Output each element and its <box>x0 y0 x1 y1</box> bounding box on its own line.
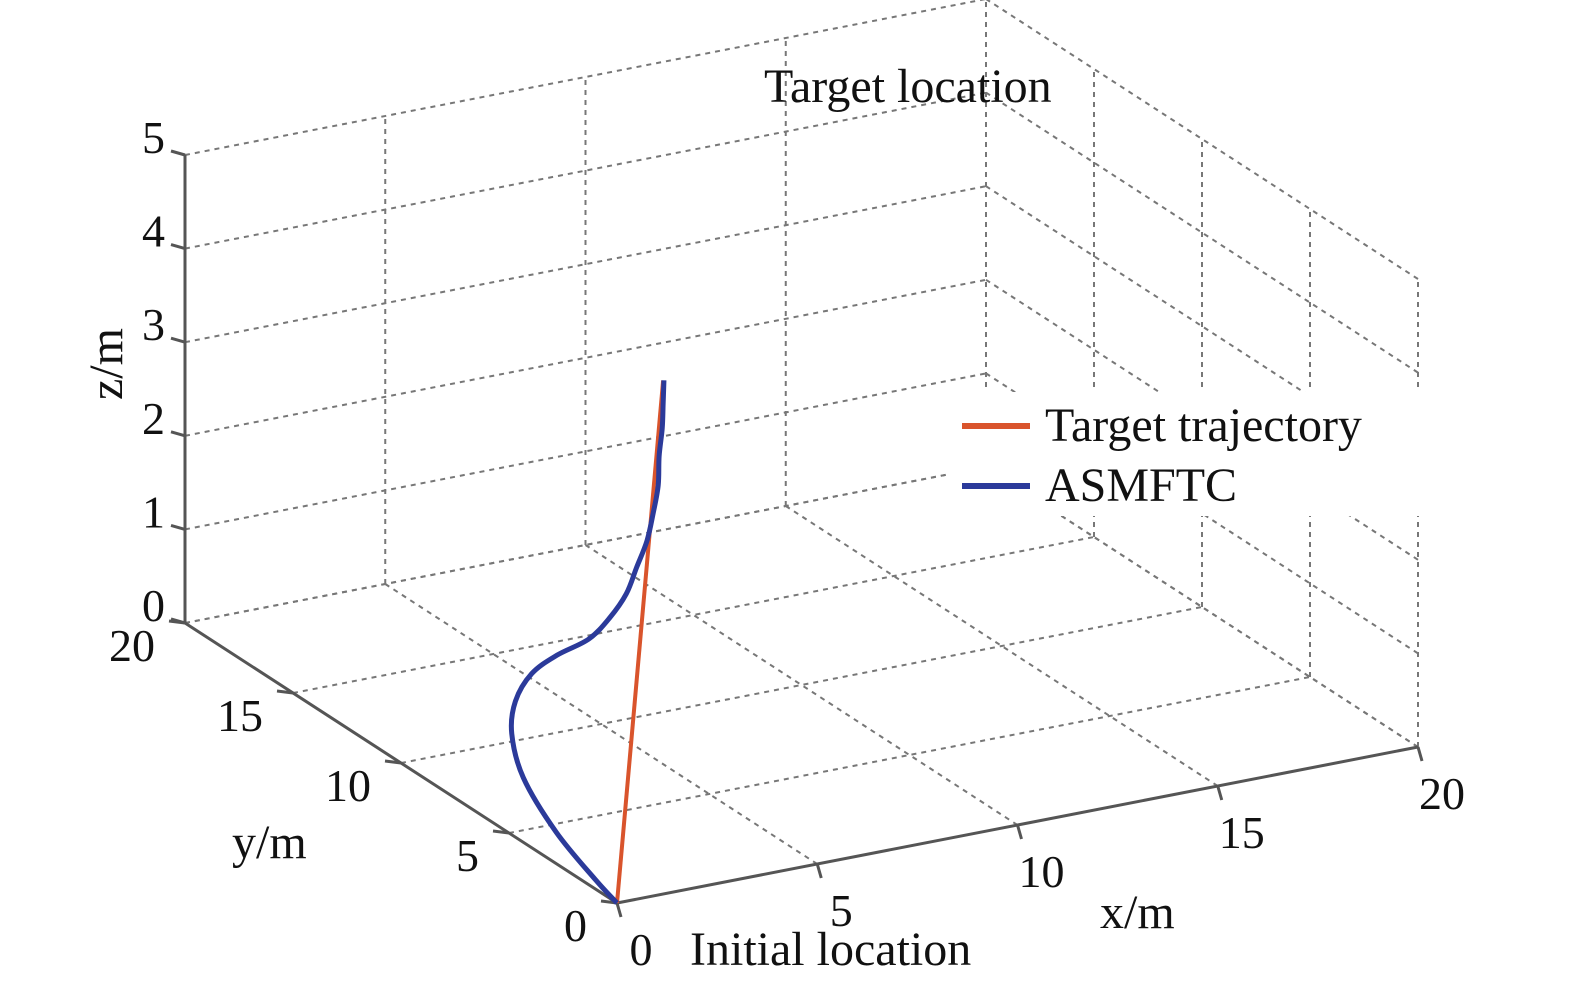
z-tick-mark <box>170 523 186 531</box>
y-axis-label: y/m <box>232 816 307 869</box>
z-tick-label: 4 <box>142 206 165 257</box>
grid-line-y-floor <box>400 606 1203 764</box>
x-tick-mark <box>815 863 823 879</box>
z-tick-label: 1 <box>142 486 165 537</box>
grid-line-z-back <box>184 0 987 156</box>
x-tick-mark <box>615 902 623 918</box>
legend-background <box>950 392 1420 516</box>
x-tick-label: 5 <box>830 885 853 936</box>
legend: Target trajectory ASMFTC <box>950 392 1420 516</box>
y-tick-label: 10 <box>325 760 371 811</box>
x-tick-label: 10 <box>1019 846 1065 897</box>
x-axis-label: x/m <box>1100 886 1175 939</box>
z-axis-label: z/m <box>80 328 133 400</box>
series-lines <box>508 380 667 905</box>
grid-line-z-back <box>184 466 987 624</box>
z-tick-mark <box>170 430 186 438</box>
series-line-target-trajectory <box>615 380 666 904</box>
z-tick-mark <box>170 149 186 157</box>
grid-line-z-back <box>184 372 987 531</box>
grid-line-y-floor <box>292 536 1095 694</box>
z-tick-label: 5 <box>142 112 165 163</box>
x-tick-mark <box>1416 746 1424 762</box>
start-annotation: Initial location <box>690 923 971 976</box>
grid-line-z-side <box>985 0 1419 280</box>
z-tick-label: 0 <box>142 580 165 631</box>
y-tick-label: 5 <box>456 830 479 881</box>
y-tick-mark <box>276 689 294 695</box>
x-tick-label: 20 <box>1419 768 1465 819</box>
x-tick-mark <box>1016 824 1023 840</box>
x-tick-mark <box>1216 785 1224 801</box>
z-tick-label: 3 <box>142 299 165 350</box>
grid-line-z-back <box>184 185 987 344</box>
grid-line-y-floor <box>508 676 1311 834</box>
z-tick-label: 2 <box>142 393 165 444</box>
x-tick-labels: 0 5 10 15 20 <box>630 768 1466 975</box>
series-line-asmftc <box>508 380 667 905</box>
legend-label-asmftc: ASMFTC <box>1045 459 1237 512</box>
y-tick-label: 0 <box>564 900 587 951</box>
axes <box>168 149 1424 918</box>
z-tick-mark <box>170 243 186 251</box>
z-tick-mark <box>170 617 186 625</box>
x-tick-label: 0 <box>630 924 653 975</box>
z-tick-mark <box>170 336 186 344</box>
grid-line-z-back <box>184 91 987 250</box>
y-tick-label: 15 <box>217 690 263 741</box>
y-tick-label: 20 <box>109 620 155 671</box>
y-tick-labels: 0 5 10 15 20 <box>109 620 587 951</box>
grid-line-z-back <box>184 278 987 437</box>
y-tick-mark <box>492 829 510 835</box>
z-tick-labels: 0 1 2 3 4 5 <box>142 112 165 631</box>
grid-line-x-floor <box>584 544 1019 826</box>
legend-label-target-trajectory: Target trajectory <box>1045 399 1362 452</box>
x-tick-label: 15 <box>1219 807 1265 858</box>
y-tick-mark <box>384 759 402 765</box>
end-annotation: Target location <box>764 60 1052 113</box>
